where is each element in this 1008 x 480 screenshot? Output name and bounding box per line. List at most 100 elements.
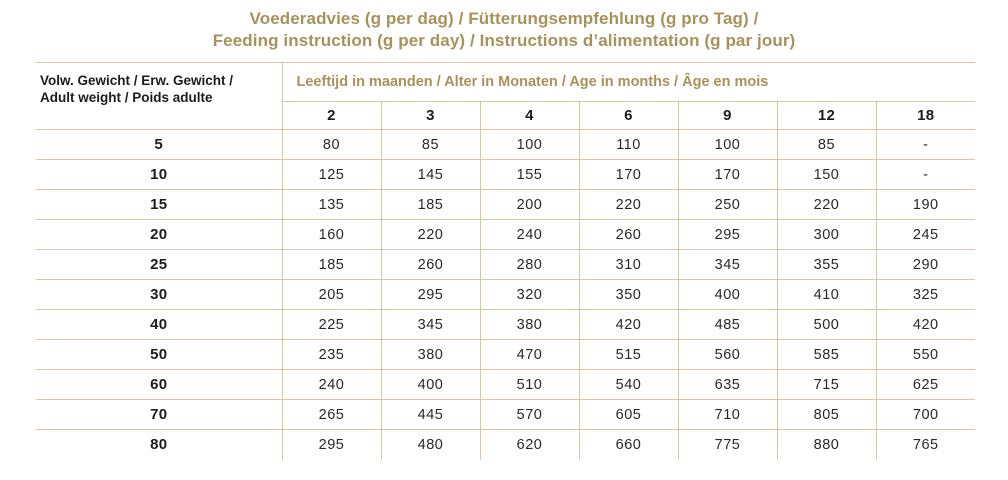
value-cell: 300: [776, 219, 876, 250]
value-cell: 295: [677, 219, 777, 250]
value-cell: 775: [677, 429, 777, 460]
value-cell: 485: [677, 309, 777, 340]
value-cell: 80: [281, 129, 381, 160]
value-cell: 280: [479, 249, 579, 280]
value-cell: 380: [380, 339, 480, 370]
value-cell: 260: [578, 219, 678, 250]
value-cell: 240: [479, 219, 579, 250]
age-columns-row: 2 3 4 6 9 12 18: [36, 101, 976, 130]
value-cell: 515: [578, 339, 678, 370]
value-cell: 220: [578, 189, 678, 220]
weight-cell: 60: [36, 369, 282, 400]
age-header-cell: Leeftijd in maanden / Alter in Monaten /…: [281, 62, 976, 102]
value-cell: 295: [380, 279, 480, 310]
value-cell: 295: [281, 429, 381, 460]
value-cell: 150: [776, 159, 876, 190]
age-column-3: 3: [380, 101, 480, 130]
value-cell: 125: [281, 159, 381, 190]
value-cell: 410: [776, 279, 876, 310]
weight-header-line-2: Adult weight / Poids adulte: [40, 90, 213, 105]
value-cell: 805: [776, 399, 876, 430]
table-row: 15 135 185 200 220 250 220 190: [36, 189, 976, 220]
table-row: 20 160 220 240 260 295 300 245: [36, 219, 976, 250]
value-cell: 250: [677, 189, 777, 220]
age-column-9: 9: [677, 101, 777, 130]
age-column-18: 18: [875, 101, 976, 130]
value-cell: 100: [677, 129, 777, 160]
page-title: Voederadvies (g per dag) / Fütterungsemp…: [0, 0, 1008, 52]
value-cell: 715: [776, 369, 876, 400]
weight-cell: 5: [154, 136, 164, 153]
value-cell: 220: [776, 189, 876, 220]
value-cell: 355: [776, 249, 876, 280]
feeding-table: Volw. Gewicht / Erw. Gewicht / Adult wei…: [36, 62, 976, 460]
age-column-12: 12: [776, 101, 876, 130]
value-cell: 85: [380, 129, 480, 160]
value-cell: 290: [875, 249, 976, 280]
weight-cell: 25: [36, 249, 282, 280]
value-cell: 160: [281, 219, 381, 250]
age-column-2: 2: [281, 101, 381, 130]
value-cell: -: [875, 129, 976, 160]
value-cell: 560: [677, 339, 777, 370]
value-cell: 660: [578, 429, 678, 460]
weight-cell: 80: [36, 429, 282, 460]
value-cell: 225: [281, 309, 381, 340]
weight-cell: 15: [36, 189, 282, 220]
value-cell: 605: [578, 399, 678, 430]
table-row: 60 240 400 510 540 635 715 625: [36, 369, 976, 400]
value-cell: 540: [578, 369, 678, 400]
header-row-top: Volw. Gewicht / Erw. Gewicht / Adult wei…: [36, 62, 976, 130]
table-row: 10 125 145 155 170 170 150 -: [36, 159, 976, 190]
value-cell: 445: [380, 399, 480, 430]
title-line-1: Voederadvies (g per dag) / Fütterungsemp…: [249, 9, 759, 28]
value-cell: 260: [380, 249, 480, 280]
value-cell: 635: [677, 369, 777, 400]
value-cell: 310: [578, 249, 678, 280]
value-cell: 155: [479, 159, 579, 190]
value-cell: 240: [281, 369, 381, 400]
value-cell: 220: [380, 219, 480, 250]
weight-cell: 70: [36, 399, 282, 430]
value-cell: 350: [578, 279, 678, 310]
value-cell: 185: [281, 249, 381, 280]
value-cell: 500: [776, 309, 876, 340]
value-cell: 170: [578, 159, 678, 190]
value-cell: 470: [479, 339, 579, 370]
table-row: 5 80 85 100 110 100 85 -: [36, 129, 976, 160]
value-cell: 550: [875, 339, 976, 370]
table-row: 40 225 345 380 420 485 500 420: [36, 309, 976, 340]
table-row: 70 265 445 570 605 710 805 700: [36, 399, 976, 430]
value-cell: 85: [776, 129, 876, 160]
value-cell: 710: [677, 399, 777, 430]
age-column-6: 6: [578, 101, 678, 130]
value-cell: 320: [479, 279, 579, 310]
value-cell: 205: [281, 279, 381, 310]
value-cell: 190: [875, 189, 976, 220]
table-row: 50 235 380 470 515 560 585 550: [36, 339, 976, 370]
value-cell: 135: [281, 189, 381, 220]
value-cell: 185: [380, 189, 480, 220]
weight-cell: 20: [36, 219, 282, 250]
value-cell: 620: [479, 429, 579, 460]
weight-cell: 10: [36, 159, 282, 190]
weight-cell: 50: [36, 339, 282, 370]
weight-header-line-1: Volw. Gewicht / Erw. Gewicht /: [40, 73, 234, 88]
value-cell: 400: [677, 279, 777, 310]
value-cell: 145: [380, 159, 480, 190]
value-cell: 380: [479, 309, 579, 340]
title-line-2: Feeding instruction (g per day) / Instru…: [212, 31, 796, 50]
value-cell: 570: [479, 399, 579, 430]
value-cell: 700: [875, 399, 976, 430]
value-cell: 325: [875, 279, 976, 310]
value-cell: 265: [281, 399, 381, 430]
value-cell: 170: [677, 159, 777, 190]
value-cell: -: [875, 159, 976, 190]
value-cell: 625: [875, 369, 976, 400]
table-row: 80 295 480 620 660 775 880 765: [36, 429, 976, 460]
table-row: 30 205 295 320 350 400 410 325: [36, 279, 976, 310]
weight-header-cell: Volw. Gewicht / Erw. Gewicht / Adult wei…: [36, 62, 282, 130]
value-cell: 100: [479, 129, 579, 160]
value-cell: 480: [380, 429, 480, 460]
weight-cell: 30: [36, 279, 282, 310]
